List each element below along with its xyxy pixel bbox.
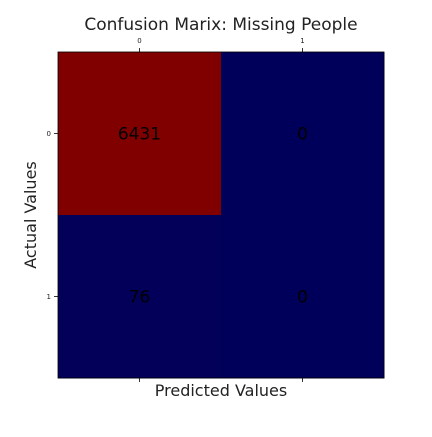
cell-value-r1-c0: 76 (129, 288, 151, 308)
chart-title: Confusion Marix: Missing People (84, 15, 357, 35)
y-tick-label-1: 1 (47, 293, 51, 301)
plot-frame (57, 51, 385, 379)
heatmap-cells (58, 52, 385, 379)
x-tick-label-1: 1 (300, 37, 304, 45)
x-axis-label: Predicted Values (155, 381, 287, 400)
heatmap-cell-labels: 6431 0 76 0 (118, 125, 308, 308)
heatmap-cell-r0-c1 (221, 52, 385, 216)
cell-value-r0-c1: 0 (297, 125, 308, 145)
y-tick-label-0: 0 (47, 130, 51, 138)
heatmap-cell-r1-c1 (221, 215, 385, 379)
y-axis-ticks: 01 (47, 130, 58, 301)
y-axis-label: Actual Values (21, 161, 40, 268)
cell-value-r0-c0: 6431 (118, 125, 161, 145)
heatmap-cell-r1-c0 (58, 215, 222, 379)
heatmap-cell-r0-c0 (58, 52, 222, 216)
cell-value-r1-c1: 0 (297, 288, 308, 308)
x-tick-label-0: 0 (137, 37, 141, 45)
